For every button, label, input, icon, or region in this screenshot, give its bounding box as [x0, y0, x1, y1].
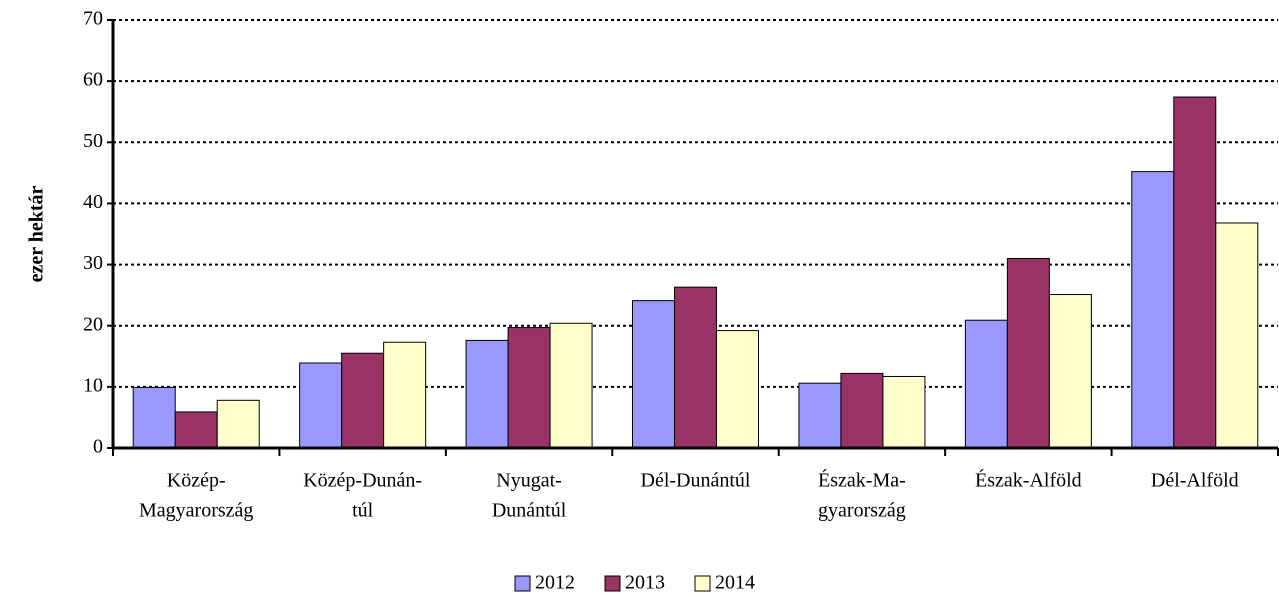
bar — [132, 386, 176, 449]
bar — [1215, 222, 1259, 449]
y-tick-label: 40 — [83, 191, 103, 213]
legend-swatch — [604, 575, 621, 592]
x-tick-label: Nyugat- — [496, 470, 562, 492]
bar — [549, 322, 593, 449]
legend-swatch — [514, 575, 531, 592]
legend-label: 2014 — [715, 572, 755, 594]
legend-label: 2013 — [625, 572, 665, 594]
x-tick-label: Dél-Dunántúl — [641, 470, 751, 492]
y-tick-label: 10 — [83, 374, 103, 396]
x-tick-label: gyarország — [818, 500, 906, 522]
bar — [341, 352, 385, 449]
x-tick-label: Észak-Ma- — [818, 469, 906, 492]
bar — [299, 362, 343, 449]
x-tick-label: Észak-Alföld — [975, 469, 1082, 492]
bar — [632, 300, 675, 449]
bar — [1173, 96, 1217, 449]
x-tick-label: Magyarország — [139, 500, 253, 522]
y-tick-label: 30 — [83, 252, 103, 274]
bar — [964, 319, 1008, 449]
bar — [507, 327, 551, 449]
bar — [216, 399, 260, 449]
bar — [465, 339, 509, 449]
legend-label: 2012 — [535, 572, 575, 594]
x-tick-label: Közép- — [167, 470, 226, 492]
bar — [174, 411, 218, 449]
y-tick-label: 0 — [93, 436, 103, 458]
y-tick-label: 60 — [83, 69, 103, 91]
x-tick-label: Dunántúl — [492, 500, 567, 522]
bar — [716, 330, 759, 449]
bar — [1048, 294, 1092, 449]
y-axis-label: ezer hektár — [26, 185, 48, 282]
bar — [674, 286, 717, 449]
bar — [798, 382, 842, 449]
bar — [882, 375, 926, 449]
bar — [1006, 257, 1050, 449]
x-tick-label: túl — [352, 500, 374, 522]
y-tick-label: 50 — [83, 130, 103, 152]
y-tick-label: 70 — [83, 8, 103, 30]
y-tick-label: 20 — [83, 313, 103, 335]
bar — [1131, 171, 1175, 449]
legend-swatch — [694, 575, 711, 592]
bar — [383, 341, 427, 449]
bar — [840, 372, 884, 449]
x-tick-label: Dél-Alföld — [1151, 470, 1239, 492]
x-tick-label: Közép-Dunán- — [303, 470, 422, 492]
